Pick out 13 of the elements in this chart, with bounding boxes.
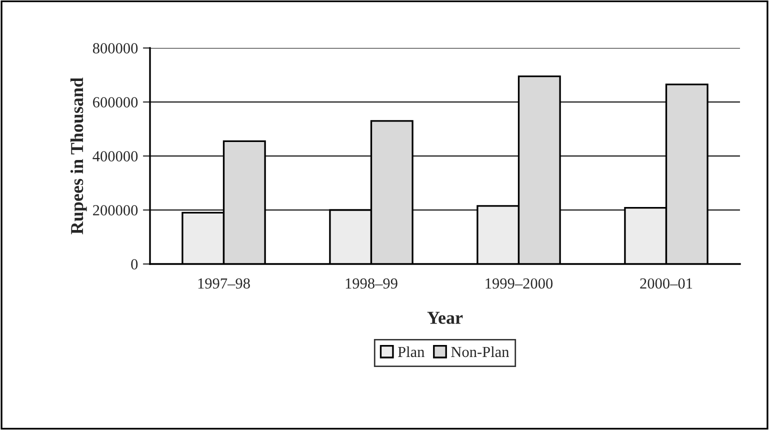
x-tick-label: 1999–2000 bbox=[486, 278, 553, 289]
x-axis-title: Year bbox=[427, 312, 463, 324]
x-tick-label: 1998–99 bbox=[346, 278, 398, 289]
y-tick-label: 400000 bbox=[92, 151, 138, 162]
legend-label: Non-Plan bbox=[451, 346, 510, 358]
y-tick-label: 800000 bbox=[92, 43, 138, 54]
y-tick-label: 600000 bbox=[93, 97, 138, 108]
x-tick-label: 1997–98 bbox=[198, 278, 250, 289]
y-tick-label: 0 bbox=[131, 259, 138, 270]
legend-label: Plan bbox=[398, 346, 424, 358]
y-tick-label: 200000 bbox=[93, 205, 138, 216]
y-axis-title: Rupees in Thousand bbox=[70, 78, 87, 234]
x-tick-label: 2000–01 bbox=[640, 278, 692, 289]
